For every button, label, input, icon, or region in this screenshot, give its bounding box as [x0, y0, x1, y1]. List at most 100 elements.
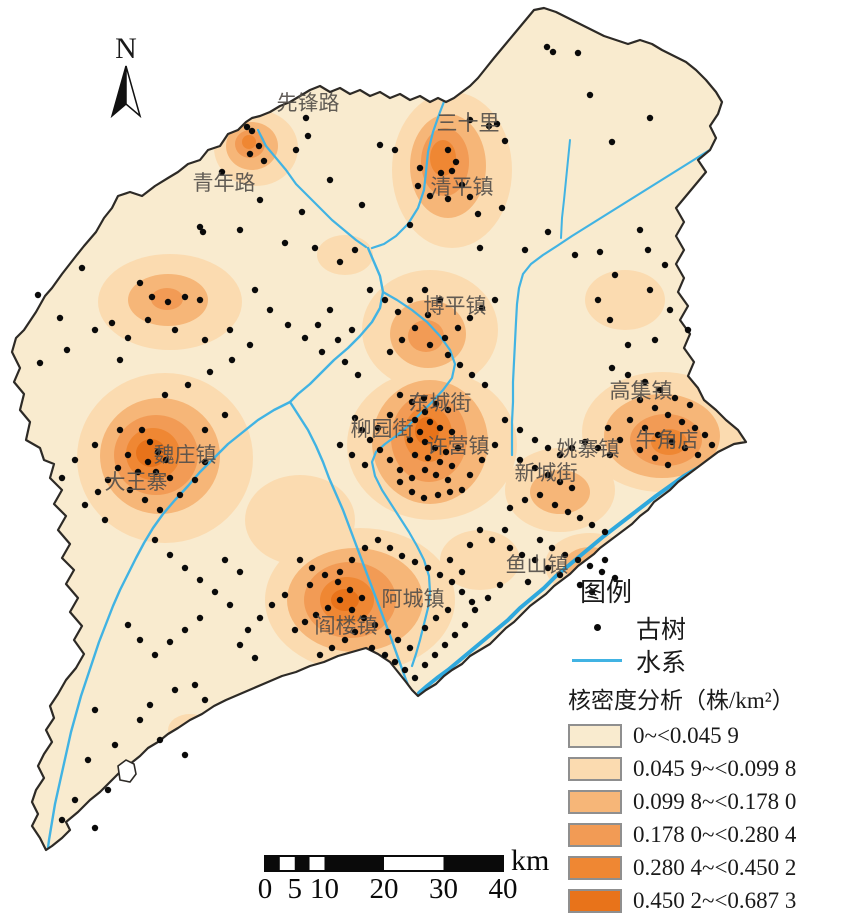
tree-dot [654, 431, 662, 439]
tree-dot [374, 424, 382, 432]
place-label: 新城街 [515, 461, 578, 485]
place-label: 牛角店 [636, 428, 699, 452]
tree-dot [598, 568, 606, 576]
tree-dot [58, 816, 66, 824]
tree-dot [308, 564, 316, 572]
tree-dot [624, 371, 632, 379]
tree-dot [154, 448, 162, 456]
tree-dot [466, 314, 474, 322]
tree-dot [336, 258, 344, 266]
tree-dot [666, 306, 674, 314]
tree-dot [284, 321, 292, 329]
tree-dot [361, 461, 369, 469]
tree-dot [171, 326, 179, 334]
legend-class-row: 0.178 0~<0.280 4 [568, 818, 850, 851]
tree-dot [354, 371, 362, 379]
tree-dot [292, 146, 300, 154]
tree-dot [211, 588, 219, 596]
north-arrow-left-half [110, 65, 127, 119]
tree-dot [336, 596, 344, 604]
tree-dot [94, 488, 102, 496]
tree-dot [152, 468, 160, 476]
tree-dot [441, 641, 449, 649]
tree-dot [71, 796, 79, 804]
tree-dot [661, 261, 669, 269]
legend-class-label: 0.280 4~<0.450 2 [633, 854, 797, 880]
river [417, 442, 742, 695]
tree-dot [458, 588, 466, 596]
tree-dot [146, 701, 154, 709]
tree-dot [444, 146, 452, 154]
tree-dot [161, 391, 169, 399]
scale-tick: 40 [489, 873, 518, 905]
tree-dot [221, 411, 229, 419]
tree-dot [501, 526, 509, 534]
place-label: 三十里 [437, 111, 500, 135]
tree-dot [641, 424, 649, 432]
tree-dot [351, 628, 359, 636]
tree-dot [148, 293, 156, 301]
tree-dot [651, 336, 659, 344]
tree-dot [431, 651, 439, 659]
tree-dot [568, 444, 576, 452]
legend-class-row: 0.099 8~<0.178 0 [568, 785, 850, 818]
tree-dot [291, 626, 299, 634]
tree-dot [144, 316, 152, 324]
tree-dot [144, 458, 152, 466]
legend-class-label: 0.045 9~<0.099 8 [633, 755, 797, 781]
tree-dot [686, 401, 694, 409]
scale-segment [443, 856, 503, 871]
tree-dot [236, 568, 244, 576]
tree-dot [681, 444, 689, 452]
scale-segment [279, 856, 295, 871]
tree-dot [328, 644, 336, 652]
tree-dot [544, 471, 552, 479]
legend-class-row: 0.045 9~<0.099 8 [568, 752, 850, 785]
place-label: 阎楼镇 [315, 614, 378, 638]
scale-tick: 0 [258, 873, 273, 905]
legend-tree-label: 古树 [636, 616, 687, 644]
tree-dot [601, 528, 609, 536]
tree-dot [171, 686, 179, 694]
tree-dot [134, 468, 142, 476]
place-label: 先锋路 [277, 91, 340, 115]
tree-dot [488, 536, 496, 544]
tree-dot [361, 544, 369, 552]
scale-unit: km [511, 844, 549, 877]
tree-dot [136, 279, 144, 287]
tree-dot [408, 488, 416, 496]
tree-dot [156, 736, 164, 744]
tree-dot [91, 326, 99, 334]
tree-dot [401, 666, 409, 674]
tree-dot [466, 193, 474, 201]
tree-dot [243, 123, 251, 131]
tree-dot [244, 626, 252, 634]
tree-dot [376, 141, 384, 149]
legend-water-label: 水系 [636, 649, 687, 677]
legend-class-label: 0~<0.045 9 [633, 722, 739, 748]
tree-dot [424, 311, 432, 319]
tree-dot [251, 286, 259, 294]
density-blob-level-2 [317, 235, 373, 275]
tree-dot [360, 614, 368, 622]
place-label: 高集镇 [610, 379, 673, 403]
tree-dot [346, 586, 354, 594]
tree-dot [437, 169, 445, 177]
tree-dot [656, 386, 664, 394]
tree-dot [116, 426, 124, 434]
tree-dot [156, 506, 164, 514]
tree-dot [548, 544, 556, 552]
tree-dot [616, 436, 624, 444]
tree-dot [485, 122, 493, 130]
tree-dot [588, 588, 596, 596]
tree-dot [221, 556, 229, 564]
tree-dot [36, 359, 44, 367]
tree-dot [694, 451, 702, 459]
tree-dot [516, 456, 524, 464]
place-label: 青年路 [193, 171, 256, 195]
water-line-symbol [568, 659, 626, 662]
tree-dot [416, 164, 424, 172]
tree-dot [78, 264, 86, 272]
place-label: 大王寨 [105, 470, 168, 494]
scale-tick: 20 [370, 873, 399, 905]
